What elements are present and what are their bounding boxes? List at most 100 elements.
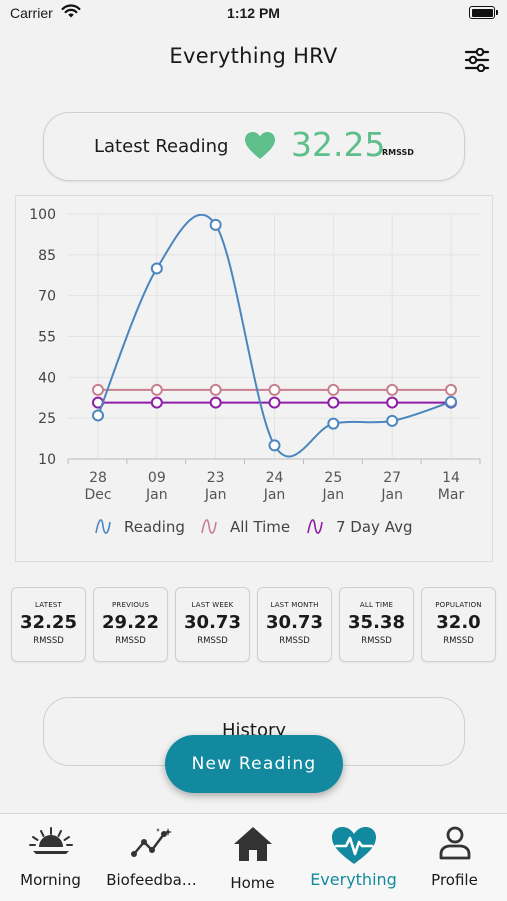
x-tick-label: 09 [148,470,166,486]
stat-label: PREVIOUS [111,601,150,609]
series-point [327,396,340,409]
home-icon [233,827,272,861]
x-tick-label: 27 [383,470,401,486]
heart-icon [245,132,275,164]
tab-morning[interactable]: Morning [0,814,101,901]
stat-value: 29.22 [102,612,159,633]
stats-row: LATEST 32.25 RMSSD PREVIOUS 29.22 RMSSD … [11,587,497,662]
carrier-label: Carrier [10,5,53,21]
legend-label: 7 Day Avg [336,518,412,536]
biofeedback-icon [130,828,172,857]
series-point [445,395,457,408]
series-point [386,414,399,427]
hrv-chart: 10 25 40 55 70 85 100 28 Dec 09 Jan 23 Jan 24 Jan 25 Jan… [15,195,493,562]
tab-home[interactable]: Home [202,814,303,901]
status-time: 1:12 PM [227,5,280,21]
x-tick-label: 23 [207,470,225,486]
y-tick-label: 70 [38,289,56,305]
stat-latest: LATEST 32.25 RMSSD [11,587,86,662]
x-tick-label: Jan [204,487,227,503]
stat-value: 32.0 [436,612,481,633]
x-tick-label: 24 [266,470,284,486]
filter-settings-button[interactable] [464,47,490,73]
stat-value: 30.73 [184,612,241,633]
stat-previous: PREVIOUS 29.22 RMSSD [93,587,168,662]
hrv-chart-svg: 10254055708510028Dec09Jan23Jan24Jan25Jan… [29,207,481,536]
y-tick-label: 100 [29,207,56,223]
tab-label: Home [230,874,275,892]
stat-value: 32.25 [20,612,77,633]
tab-profile[interactable]: Profile [404,814,505,901]
y-tick-label: 25 [38,411,56,427]
sliders-icon [464,47,490,73]
legend-label: Reading [124,518,185,536]
series-point [209,396,222,409]
latest-reading-card: Latest Reading 32.25 RMSSD [43,112,465,181]
series-point [209,383,222,396]
tab-bar: Morning Biofeedba… Home [0,813,507,901]
stat-unit: RMSSD [33,636,64,646]
x-tick-label: 14 [442,470,460,486]
x-tick-label: 25 [324,470,342,486]
stat-last-month: LAST MONTH 30.73 RMSSD [257,587,332,662]
y-tick-label: 40 [38,370,56,386]
tab-label: Morning [20,871,81,889]
stat-unit: RMSSD [115,636,146,646]
latest-reading-label: Latest Reading [94,136,229,157]
series-point [327,383,340,396]
series-point [268,383,281,396]
x-tick-label: Jan [145,487,168,503]
profile-icon [439,826,470,860]
tab-label: Biofeedba… [106,871,197,889]
stat-label: POPULATION [435,601,482,609]
sunrise-icon [28,827,73,854]
page-title: Everything HRV [169,44,338,68]
stat-unit: RMSSD [197,636,228,646]
series-point [268,396,281,409]
series-point [268,439,281,452]
legend-swatch [201,519,217,534]
heart-pulse-icon [331,827,376,864]
tab-label: Everything [310,870,397,889]
series-point [92,383,104,396]
stat-label: LAST WEEK [191,601,234,609]
status-bar: Carrier 1:12 PM [0,0,507,28]
stat-label: ALL TIME [359,601,394,609]
stat-unit: RMSSD [279,636,310,646]
legend-swatch [95,519,111,534]
stat-value: 35.38 [348,612,405,633]
stat-label: LAST MONTH [270,601,319,609]
new-reading-button[interactable]: New Reading [165,735,343,793]
tab-everything[interactable]: Everything [303,814,404,901]
y-tick-label: 55 [38,330,56,346]
legend-swatch [307,519,323,534]
tab-label: Profile [431,871,478,889]
y-tick-label: 85 [38,248,56,264]
series-point [386,396,399,409]
latest-reading-value: 32.25 [291,125,386,164]
x-tick-label: Jan [263,487,286,503]
series-point [386,383,399,396]
series-point [209,218,222,231]
legend-label: All Time [230,518,290,536]
x-tick-label: Mar [438,487,465,503]
series-point [445,383,457,396]
series-point [150,396,163,409]
series-point [150,262,163,275]
stat-label: LATEST [35,601,62,609]
stat-all-time: ALL TIME 35.38 RMSSD [339,587,414,662]
y-tick-label: 10 [38,452,56,468]
x-tick-label: 28 [89,470,107,486]
series-point [150,383,163,396]
x-tick-label: Jan [322,487,345,503]
tab-biofeedback[interactable]: Biofeedba… [101,814,202,901]
stat-unit: RMSSD [443,636,474,646]
wifi-icon [61,4,81,23]
x-tick-label: Jan [380,487,403,503]
x-tick-label: Dec [84,487,111,503]
battery-icon [469,6,498,19]
series-point [327,417,340,430]
stat-last-week: LAST WEEK 30.73 RMSSD [175,587,250,662]
stat-unit: RMSSD [361,636,392,646]
latest-reading-unit: RMSSD [382,148,414,157]
